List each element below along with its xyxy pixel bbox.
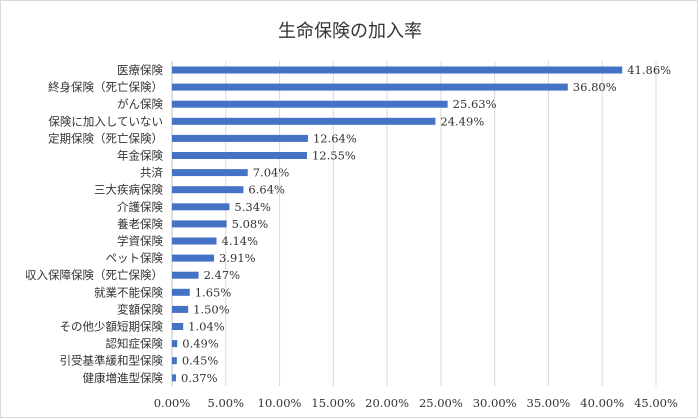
data-label: 1.65% (195, 285, 232, 299)
x-tick-label: 40.00% (580, 396, 624, 410)
data-label: 5.08% (232, 217, 269, 231)
data-label: 12.64% (313, 131, 357, 145)
data-label: 36.80% (573, 80, 617, 94)
bar (172, 203, 230, 211)
category-label: ペット保険 (106, 251, 164, 265)
category-label: 共済 (140, 166, 163, 180)
data-label: 7.04% (253, 166, 290, 180)
category-label: 学資保険 (117, 234, 163, 248)
x-tick-label: 15.00% (311, 396, 355, 410)
data-label: 41.86% (627, 63, 671, 77)
bar (172, 254, 215, 262)
x-axis-ticks: 0.00% 5.00% 10.00% 15.00% 20.00% 25.00% 30.00%… (154, 396, 678, 410)
category-label: 認知症保険 (106, 337, 164, 351)
bar (172, 357, 177, 365)
x-tick-label: 10.00% (258, 396, 302, 410)
data-label: 6.64% (248, 183, 285, 197)
x-tick-label: 0.00% (154, 396, 191, 410)
bar (172, 340, 178, 348)
data-label: 0.45% (182, 354, 219, 368)
data-label: 12.55% (312, 149, 356, 163)
bar (172, 134, 308, 142)
bar (172, 83, 568, 91)
data-label: 5.34% (234, 200, 271, 214)
category-label: 健康増進型保険 (83, 371, 164, 385)
bar (172, 220, 227, 228)
bar (172, 323, 184, 330)
category-label: 変額保険 (117, 302, 163, 316)
x-tick-label: 25.00% (419, 396, 463, 410)
data-label: 4.14% (222, 234, 259, 248)
data-label: 24.49% (440, 114, 484, 128)
data-label: 25.63% (453, 97, 497, 111)
category-label: 養老保険 (117, 217, 163, 231)
value-labels: 41.86% 36.80% 25.63% 24.49% 12.64% 12.55% 7.04… (181, 63, 671, 385)
category-label: 終身保険（死亡保険） (48, 80, 163, 94)
category-label: 定期保険（死亡保険） (48, 131, 163, 145)
bar-layer (172, 66, 623, 382)
bar (172, 169, 248, 177)
bar (172, 100, 448, 108)
category-label: 就業不能保険 (94, 285, 163, 299)
data-label: 1.04% (188, 320, 225, 334)
data-label: 0.37% (181, 371, 218, 385)
category-label: 三大疾病保険 (94, 183, 163, 197)
bar (172, 237, 217, 245)
bar (172, 66, 623, 74)
bar (172, 152, 307, 159)
category-label: がん保険 (117, 97, 163, 111)
bar (172, 117, 436, 125)
bar (172, 186, 244, 194)
data-label: 2.47% (204, 268, 241, 282)
grid-layer (171, 61, 657, 386)
x-tick-label: 5.00% (208, 396, 245, 410)
x-tick-label: 30.00% (473, 396, 517, 410)
x-tick-label: 20.00% (365, 396, 409, 410)
data-label: 1.50% (193, 302, 230, 316)
category-label: 引受基準緩和型保険 (60, 354, 164, 368)
category-label: 医療保険 (117, 63, 163, 77)
category-label: 年金保険 (117, 149, 163, 163)
x-tick-label: 45.00% (634, 396, 678, 410)
category-label: その他少額短期保険 (60, 320, 164, 334)
bar (172, 271, 199, 279)
bar (172, 288, 190, 296)
x-tick-label: 35.00% (527, 396, 571, 410)
category-label: 保険に加入していない (48, 114, 163, 128)
bar (172, 374, 176, 382)
data-label: 3.91% (219, 251, 256, 265)
category-label: 介護保険 (117, 200, 163, 214)
chart-title: 生命保険の加入率 (278, 21, 422, 42)
bar (172, 305, 189, 313)
category-label: 収入保障保険（死亡保険） (25, 268, 163, 282)
data-label: 0.49% (182, 337, 219, 351)
